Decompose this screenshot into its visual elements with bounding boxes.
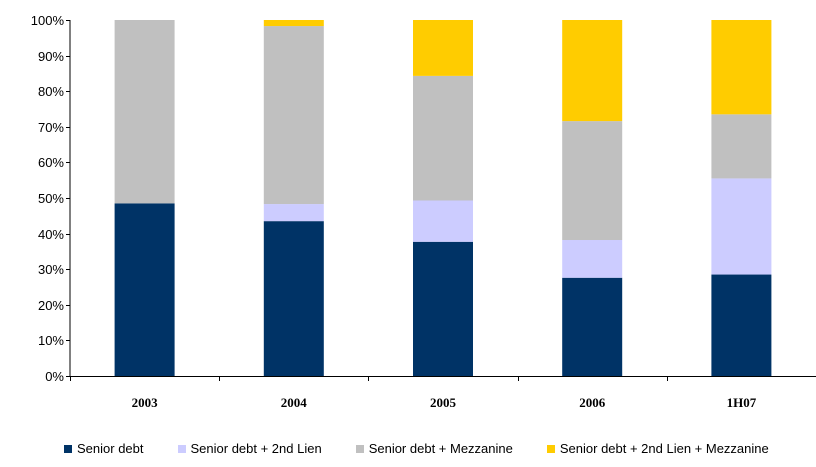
y-tick-label: 100% xyxy=(31,13,65,28)
bar-segment xyxy=(711,274,772,376)
legend-item: Senior debt xyxy=(64,441,144,456)
legend-label: Senior debt + 2nd Lien xyxy=(190,441,322,456)
legend-item: Senior debt + 2nd Lien + Mezzanine xyxy=(546,441,769,456)
legend-label: Senior debt + Mezzanine xyxy=(368,441,513,456)
bar-segment xyxy=(413,241,473,376)
legend-item: Senior debt + Mezzanine xyxy=(355,441,513,456)
y-tick-label: 60% xyxy=(38,155,64,170)
bar-segment xyxy=(562,20,623,122)
x-category-label: 2006 xyxy=(579,395,606,410)
bar-segment xyxy=(711,20,772,115)
y-tick-label: 80% xyxy=(38,84,64,99)
bar-segment xyxy=(711,178,772,275)
legend: Senior debt Senior debt + 2nd Lien Senior … xyxy=(64,441,769,456)
bar-segment xyxy=(263,20,324,27)
legend-swatch xyxy=(355,444,364,453)
x-category-label: 2004 xyxy=(281,395,308,410)
legend-label: Senior debt + 2nd Lien + Mezzanine xyxy=(559,441,769,456)
bar-segment xyxy=(562,277,623,376)
legend-label: Senior debt xyxy=(77,441,144,456)
y-tick-label: 70% xyxy=(38,120,64,135)
x-category-label: 2005 xyxy=(430,395,457,410)
bar-segment xyxy=(711,114,772,179)
y-tick-label: 50% xyxy=(38,191,64,206)
bar-segment xyxy=(263,204,324,222)
x-category-label: 1H07 xyxy=(727,395,757,410)
bar-segment xyxy=(114,20,175,204)
bar-segment xyxy=(114,203,175,376)
bar-segment xyxy=(413,75,473,201)
bar-segment xyxy=(263,221,324,376)
y-tick-label: 30% xyxy=(38,262,64,277)
y-tick-label: 40% xyxy=(38,227,64,242)
legend-swatch xyxy=(64,444,72,453)
legend-swatch xyxy=(177,444,186,453)
y-tick-label: 0% xyxy=(45,369,64,384)
legend-swatch xyxy=(546,444,555,453)
bar-segment xyxy=(562,121,623,241)
y-tick-label: 10% xyxy=(38,333,64,348)
bar-segment xyxy=(413,200,473,242)
bar-segment xyxy=(413,20,473,76)
x-category-label: 2003 xyxy=(132,395,159,410)
y-tick-label: 20% xyxy=(38,298,64,313)
legend-item: Senior debt + 2nd Lien xyxy=(177,441,322,456)
bar-segment xyxy=(263,26,324,205)
bar-segment xyxy=(562,240,623,278)
y-tick-label: 90% xyxy=(38,49,64,64)
